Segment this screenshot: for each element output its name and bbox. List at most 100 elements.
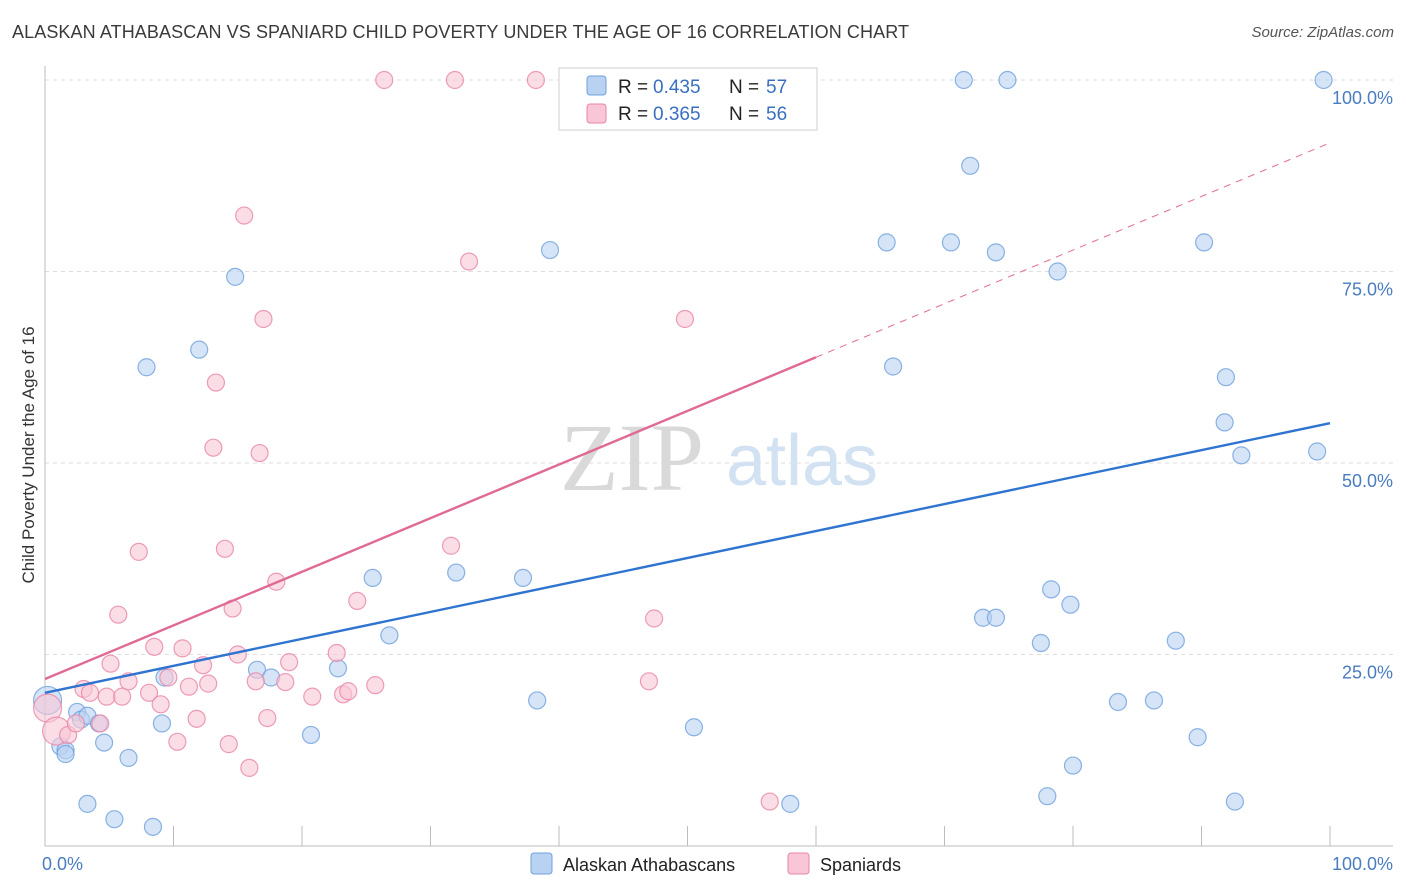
athabascan-point <box>56 744 75 764</box>
y-axis-label: Child Poverty Under the Age of 16 <box>19 326 38 583</box>
spaniard-point <box>101 654 120 673</box>
y-tick-label: 50.0% <box>1342 471 1393 491</box>
athabascan-point <box>877 233 896 252</box>
spaniard-point <box>129 542 148 561</box>
spaniard-point <box>80 683 100 702</box>
athabascan-point <box>105 810 124 829</box>
spaniard-point <box>173 639 192 658</box>
athabascan-point <box>1194 233 1214 252</box>
athabascan-point <box>1188 728 1207 747</box>
legend-n-label-athabascan: N = <box>729 77 759 98</box>
athabascan-point <box>961 156 980 175</box>
spaniard-point <box>145 637 164 656</box>
data-points <box>32 70 1333 836</box>
legend-r-value-athabascan: 0.435 <box>653 77 701 98</box>
athabascan-point <box>1048 262 1067 281</box>
spaniard-point <box>112 687 132 706</box>
spaniard-point <box>526 70 545 90</box>
spaniard-point <box>375 70 394 90</box>
athabascan-point <box>1314 70 1333 90</box>
athabascan-point <box>1063 756 1083 775</box>
athabascan-point <box>301 725 321 745</box>
series-swatch-athabascan <box>530 852 553 875</box>
x-tick-labels: 0.0% 100.0% <box>42 854 1393 874</box>
spaniard-point <box>760 792 779 811</box>
athabascan-point <box>684 718 704 737</box>
legend-n-value-athabascan: 57 <box>766 77 787 98</box>
spaniard-point <box>179 677 199 696</box>
athabascan-point <box>328 659 348 678</box>
x-tick-label: 100.0% <box>1332 854 1393 874</box>
y-tick-label: 75.0% <box>1342 280 1393 300</box>
athabascan-point <box>528 691 547 710</box>
spaniard-point <box>366 676 385 695</box>
athabascan-point <box>1166 631 1185 650</box>
athabascan-point <box>883 357 903 376</box>
athabascan-point <box>1308 442 1327 461</box>
spaniard-point <box>339 682 358 701</box>
legend-n-value-spaniard: 56 <box>766 104 787 125</box>
stats-legend: R = 0.435 N = 57 R = 0.365 N = 56 <box>558 67 818 131</box>
spaniard-point <box>151 695 170 714</box>
athabascan-point <box>986 608 1006 627</box>
athabascan-point <box>363 568 382 588</box>
athabascan-point <box>1108 692 1128 712</box>
spaniard-point <box>139 683 159 702</box>
spaniard-point <box>159 668 178 687</box>
athabascan-point <box>447 563 466 582</box>
athabascan-point <box>1031 633 1050 653</box>
athabascan-point <box>781 794 800 813</box>
spaniard-point <box>206 373 226 392</box>
athabascan-point <box>95 733 114 752</box>
legend-swatch-athabascan <box>586 75 607 96</box>
athabascan-point <box>998 70 1017 90</box>
spaniard-point <box>276 672 295 692</box>
legend-r-label-spaniard: R = <box>618 104 648 125</box>
spaniard-point <box>675 309 695 329</box>
watermark-atlas: atlas <box>726 421 878 501</box>
watermark-zip: ZIP <box>560 404 704 511</box>
legend-swatch-spaniard <box>586 103 607 124</box>
spaniard-point <box>303 687 322 706</box>
chart-title: ALASKAN ATHABASCAN VS SPANIARD CHILD POV… <box>12 22 910 42</box>
spaniard-point <box>445 70 465 90</box>
athabascan-point <box>1215 413 1234 432</box>
spaniard-point <box>187 709 206 728</box>
series-swatch-spaniard <box>787 852 810 875</box>
spaniard-point <box>240 758 259 777</box>
series-name-athabascan: Alaskan Athabascans <box>563 855 735 875</box>
athabascan-point <box>1038 787 1057 806</box>
y-tick-labels: 25.0% 50.0% 75.0% 100.0% <box>1332 88 1393 683</box>
athabascan-point <box>540 240 560 260</box>
y-tick-label: 25.0% <box>1342 663 1393 683</box>
athabascan-point <box>226 267 245 286</box>
athabascan-point <box>986 243 1006 262</box>
watermark: ZIP atlas <box>560 404 878 511</box>
spaniard-point <box>348 591 367 610</box>
legend-r-label-athabascan: R = <box>618 77 648 98</box>
athabascan-point <box>1232 446 1251 465</box>
athabascan-point <box>1216 368 1236 387</box>
spaniard-point <box>644 609 664 628</box>
spaniard-point <box>66 714 85 733</box>
spaniard-point <box>639 672 659 691</box>
spaniard-point <box>280 653 299 672</box>
spaniard-point <box>250 443 269 463</box>
spaniard-point <box>199 674 218 693</box>
athabascan-trend-line <box>44 421 1331 694</box>
spaniard-point <box>219 735 238 754</box>
spaniard-point <box>254 309 273 329</box>
athabascan-point <box>954 70 973 90</box>
spaniard-point <box>327 643 346 663</box>
spaniard-trend-extension <box>815 142 1331 358</box>
athabascan-point <box>119 748 138 768</box>
athabascan-point <box>190 340 209 359</box>
spaniard-point <box>91 714 110 733</box>
athabascan-point <box>513 568 533 588</box>
spaniard-point <box>109 605 128 624</box>
athabascan-point <box>78 794 97 813</box>
gridlines <box>45 79 1393 655</box>
spaniard-point <box>246 672 265 691</box>
athabascan-point <box>137 358 156 377</box>
